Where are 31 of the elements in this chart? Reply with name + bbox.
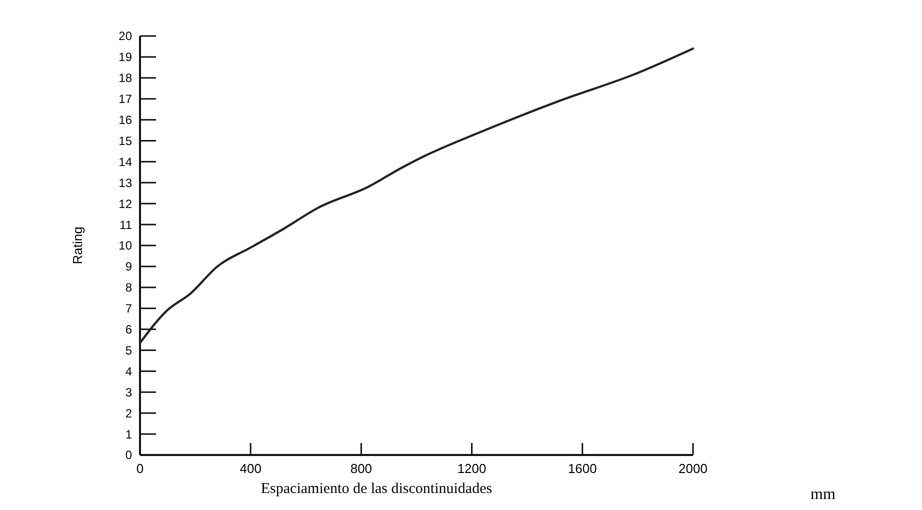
y-tick-label: 12: [118, 196, 132, 211]
y-tick-label: 19: [118, 50, 132, 64]
y-tick-label: 10: [118, 238, 132, 253]
y-tick-label: 7: [125, 302, 132, 316]
y-tick-label: 15: [118, 134, 132, 148]
y-tick-label: 0: [125, 448, 132, 462]
y-tick-label: 11: [120, 218, 132, 232]
y-tick-label: 14: [118, 154, 132, 169]
x-tick-label: 0: [136, 461, 144, 476]
x-tick-label: 400: [240, 461, 262, 476]
y-tick-label: 3: [125, 385, 132, 400]
y-tick-label: 9: [125, 260, 132, 274]
y-tick-label: 8: [125, 280, 132, 295]
y-tick-label: 6: [125, 322, 132, 336]
y-tick-label: 5: [125, 343, 132, 358]
x-tick-label: 2000: [678, 461, 708, 476]
y-tick-label: 2: [125, 406, 132, 420]
y-tick-label: 20: [118, 29, 132, 44]
y-axis-title: Rating: [70, 226, 85, 264]
y-tick-label: 18: [118, 71, 132, 86]
x-axis-title: Espaciamiento de las discontinuidades: [260, 481, 492, 497]
line-series: [138, 47, 694, 344]
y-tick-label: 1: [125, 427, 132, 442]
y-tick-label: 13: [118, 176, 132, 190]
y-tick-label: 17: [118, 92, 132, 106]
y-tick-label: 16: [118, 113, 132, 127]
text: mm: [810, 486, 836, 503]
x-tick-label: 1200: [457, 461, 486, 476]
y-tick-label: 4: [125, 364, 132, 378]
x-tick-label: 1600: [568, 461, 597, 476]
x-tick-label: 800: [350, 461, 372, 476]
